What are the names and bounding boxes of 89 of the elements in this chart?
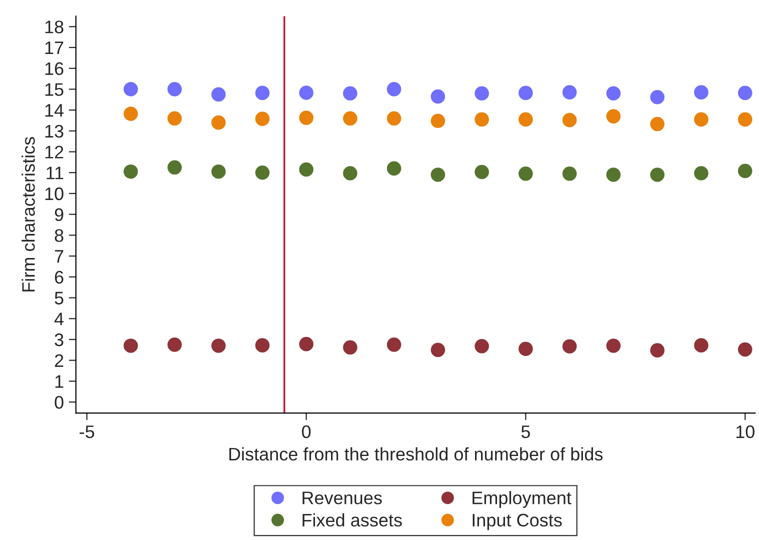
point [211,115,226,130]
y-tick-label: 6 [54,270,64,284]
y-tick-label: 16 [45,62,64,76]
point [430,342,446,358]
legend-label: Employment [472,491,572,508]
point [694,85,708,100]
point [343,111,358,126]
point [518,342,533,356]
point [606,109,621,124]
y-tick-label: 18 [45,20,64,34]
y-tick-label: 14 [45,104,64,117]
y-tick-label: 5 [54,292,64,304]
point [562,112,577,128]
point [343,340,358,355]
point [167,160,182,175]
y-tick-label: 8 [54,229,64,242]
point [606,338,621,353]
point [299,162,314,177]
point [124,82,138,96]
point [255,86,270,100]
legend-label: Fixed assets [302,513,402,527]
point [650,343,664,358]
point [650,116,664,132]
point [167,338,182,352]
y-tick-label: 1 [55,375,64,388]
point [562,339,577,354]
point [738,86,752,100]
point [518,112,533,127]
point [474,339,489,354]
point [124,106,138,121]
point [474,164,489,180]
point [694,112,708,127]
x-tick-label: -5 [80,426,94,438]
point [211,164,226,179]
x-tick-label: 0 [302,425,311,438]
y-tick-label: 13 [45,124,64,138]
point [299,110,314,125]
x-tick-label: 10 [736,425,754,438]
point [474,86,489,101]
point [255,112,270,126]
point [167,82,182,96]
point [430,114,446,128]
point [386,338,402,352]
y-tick-label: 17 [45,42,64,54]
y-tick-label: 2 [54,354,64,367]
y-tick-label: 0 [54,396,64,409]
y-tick-label: 7 [54,250,64,263]
point [606,168,621,182]
legend-label: Revenues [302,492,382,504]
y-tick-label: 9 [54,208,64,222]
y-tick-label: 12 [45,146,64,158]
legend-label: Input Costs [472,514,562,530]
point [606,86,621,101]
point [343,166,358,180]
point [386,111,402,126]
x-tick-label: 5 [521,426,530,438]
point [474,112,489,127]
point [299,86,314,100]
point [738,112,752,127]
point [738,342,752,357]
point [167,111,182,126]
point [124,164,138,179]
point [386,161,402,176]
point [430,89,446,104]
point [211,338,226,353]
point [386,82,402,96]
point [430,168,446,182]
point [343,86,358,101]
point [299,336,314,352]
point [562,85,577,100]
point [562,166,577,181]
point [255,338,270,352]
x-axis-title: Distance from the threshold of numeber of bids [229,447,603,461]
y-tick-label: 15 [45,83,64,96]
point [650,168,664,182]
point [518,86,533,100]
point [255,165,270,180]
point [738,164,752,178]
point [124,338,138,353]
y-tick-label: 4 [54,312,64,326]
point [211,87,226,102]
point [650,90,664,104]
point [694,166,708,180]
y-axis-title: Firm characteristics [22,137,35,292]
point [518,166,533,181]
y-tick-label: 3 [54,333,64,346]
y-tick-label: 10 [45,187,64,200]
point [694,338,708,352]
y-tick-label: 11 [46,166,64,180]
